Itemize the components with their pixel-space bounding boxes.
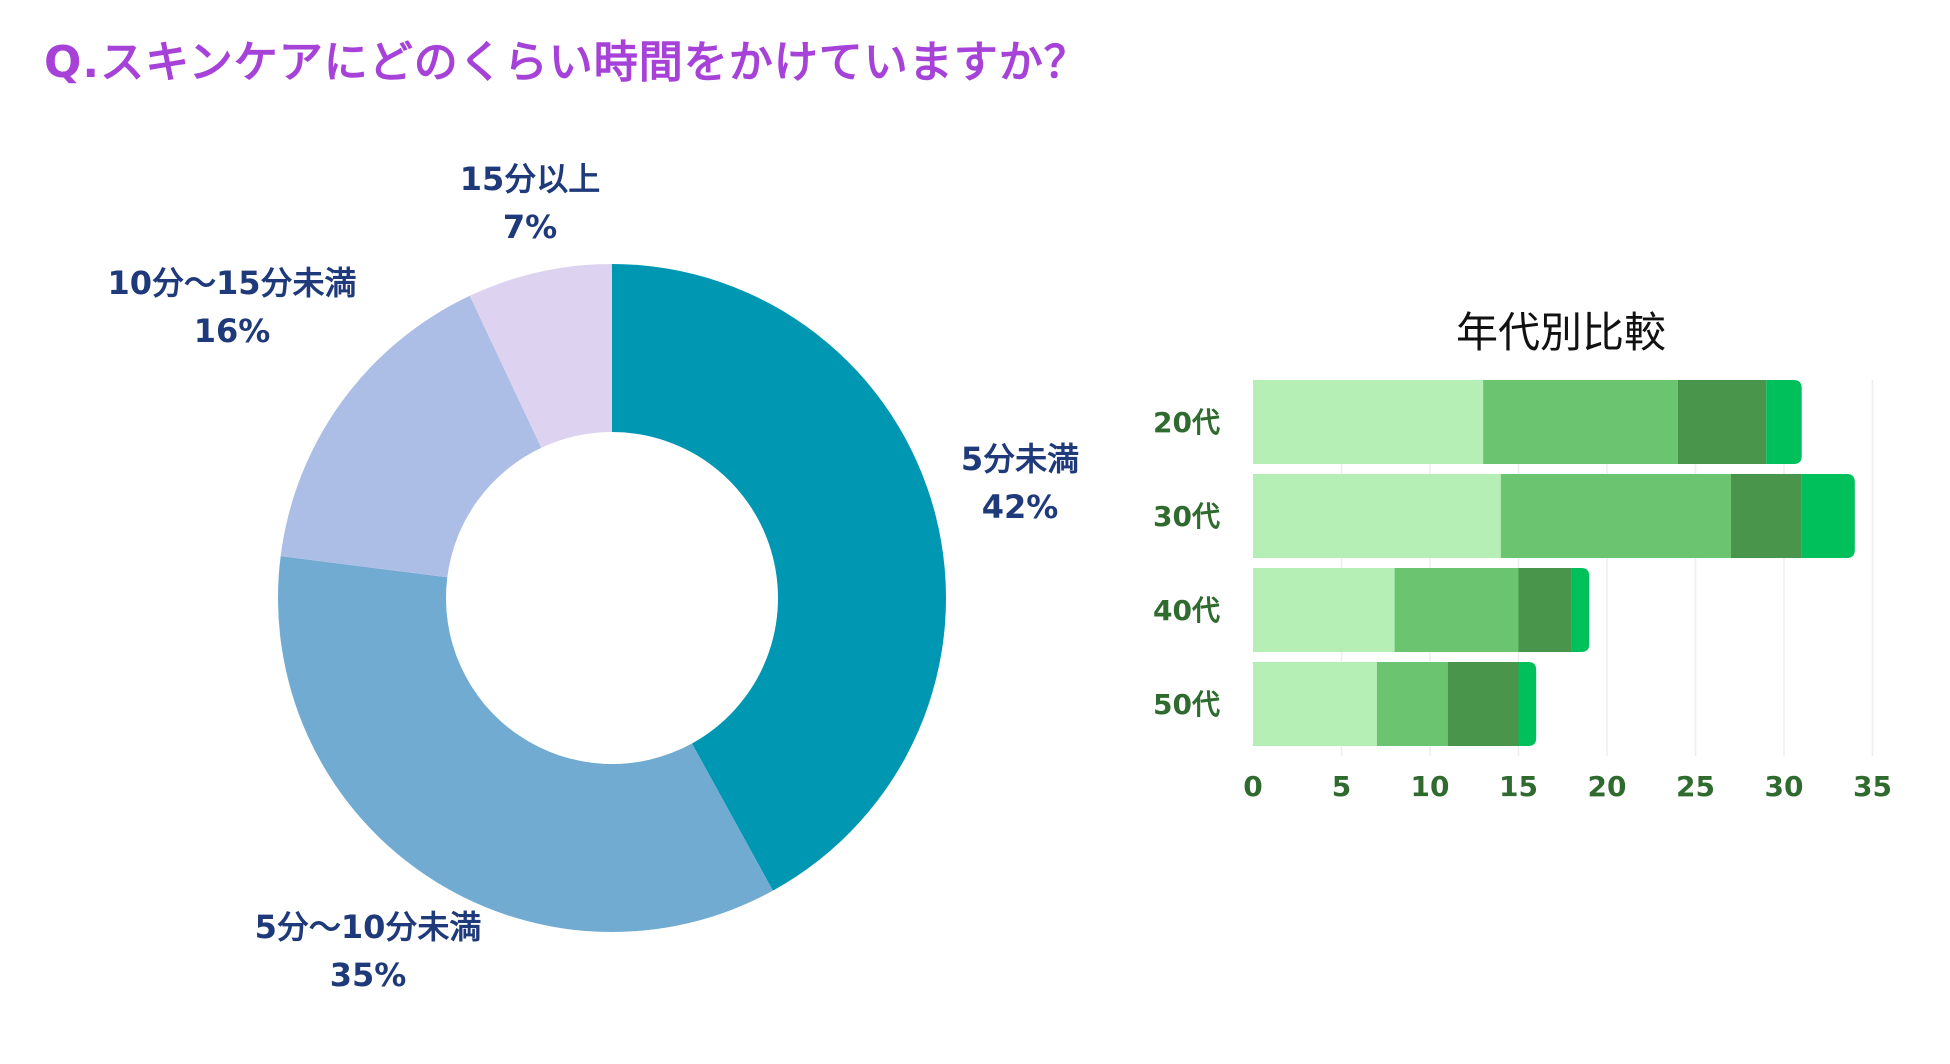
bar-segment bbox=[1801, 474, 1855, 558]
question-title: Q.スキンケアにどのくらい時間をかけていますか？ bbox=[44, 37, 1089, 88]
bar-segment bbox=[1483, 380, 1678, 464]
x-tick-label: 0 bbox=[1243, 770, 1262, 803]
bar-segment bbox=[1253, 380, 1484, 464]
category-label: 50代 bbox=[1153, 688, 1220, 721]
bar-segment bbox=[1394, 568, 1519, 652]
category-label: 40代 bbox=[1153, 594, 1220, 627]
bar-segment bbox=[1518, 568, 1572, 652]
donut-label-percent: 16% bbox=[194, 312, 271, 350]
bar-segment bbox=[1447, 662, 1519, 746]
donut-chart: 5分未満 42% 5分～10分未満 35% 10分～15分未満 16% 15分以上 7% bbox=[107, 160, 1079, 994]
donut-slice-3 bbox=[280, 295, 542, 578]
x-tick-label: 35 bbox=[1853, 770, 1892, 803]
donut-label-percent: 35% bbox=[330, 956, 407, 994]
x-tick-label: 15 bbox=[1499, 770, 1538, 803]
donut-slice-2 bbox=[278, 556, 773, 933]
bar-segment bbox=[1571, 568, 1590, 652]
donut-label-percent: 7% bbox=[503, 208, 557, 246]
x-tick-label: 25 bbox=[1676, 770, 1715, 803]
bar-segment bbox=[1766, 380, 1802, 464]
bar-segment bbox=[1500, 474, 1731, 558]
donut-slice-1 bbox=[612, 264, 947, 891]
bar-segment bbox=[1253, 568, 1395, 652]
x-tick-label: 5 bbox=[1332, 770, 1351, 803]
bar-segment bbox=[1518, 662, 1537, 746]
donut-label-name: 5分未満 bbox=[961, 440, 1079, 478]
donut-label-percent: 42% bbox=[982, 488, 1059, 526]
category-label: 30代 bbox=[1153, 500, 1220, 533]
age-comparison-bar-chart: 年代別比較 20代 30代 40代 50代 0 5 10 15 20 25 30 35 bbox=[1153, 308, 1892, 803]
category-label: 20代 bbox=[1153, 406, 1220, 439]
bar-segment bbox=[1376, 662, 1448, 746]
donut-label-name: 15分以上 bbox=[460, 160, 601, 198]
donut-label-name: 5分～10分未満 bbox=[255, 908, 482, 946]
bar-segment bbox=[1730, 474, 1802, 558]
x-tick-label: 30 bbox=[1765, 770, 1804, 803]
donut-slice-4 bbox=[469, 264, 612, 448]
x-tick-label: 10 bbox=[1411, 770, 1450, 803]
bar-segment bbox=[1253, 662, 1377, 746]
bar-chart-title: 年代別比較 bbox=[1456, 308, 1666, 357]
bar-segment bbox=[1253, 474, 1501, 558]
bar-segment bbox=[1677, 380, 1767, 464]
donut-label-name: 10分～15分未満 bbox=[107, 264, 356, 302]
x-tick-label: 20 bbox=[1588, 770, 1627, 803]
